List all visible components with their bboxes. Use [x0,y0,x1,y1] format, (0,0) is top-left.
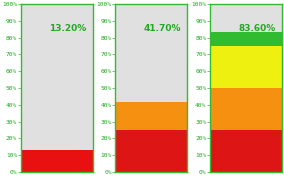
Bar [115,130,187,172]
Bar [115,4,187,102]
Text: 13.20%: 13.20% [49,24,86,33]
Bar [20,4,93,150]
Text: 41.70%: 41.70% [143,24,181,33]
Text: 83.60%: 83.60% [238,24,275,33]
Bar [210,130,282,172]
Bar [210,88,282,130]
Bar [115,102,187,130]
Bar [210,32,282,46]
Bar [210,4,282,32]
Bar [210,46,282,88]
Bar [20,150,93,172]
